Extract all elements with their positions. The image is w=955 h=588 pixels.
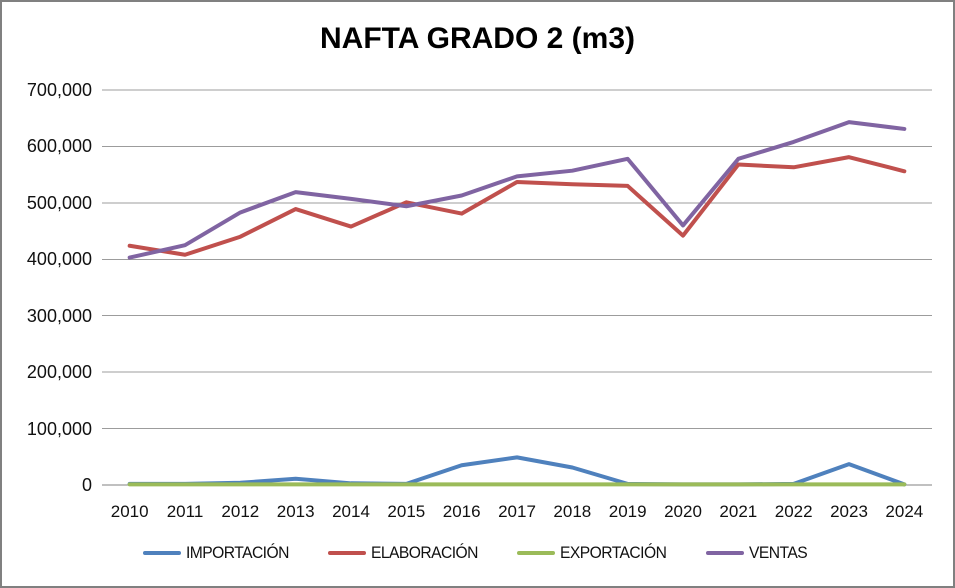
y-axis-tick-label: 200,000 xyxy=(26,362,92,383)
legend-item-elaboracion: ELABORACIÓN xyxy=(327,543,487,563)
legend-item-exportacion: EXPORTACIÓN xyxy=(517,543,676,563)
x-axis-tick-label: 2022 xyxy=(774,502,813,521)
x-axis-tick-label: 2010 xyxy=(110,502,149,521)
x-axis-tick-label: 2019 xyxy=(608,502,647,521)
legend-label-ventas: VENTAS xyxy=(748,543,808,562)
legend-label-importacion: IMPORTACIÓN xyxy=(186,543,289,562)
x-axis-tick-label: 2018 xyxy=(553,502,592,521)
y-axis-tick-label: 700,000 xyxy=(26,80,92,100)
legend-label-elaboracion: ELABORACIÓN xyxy=(370,543,478,562)
series-line-1 xyxy=(127,155,907,257)
legend-swatch-ventas-icon xyxy=(705,551,744,555)
x-axis-tick-label: 2017 xyxy=(498,502,536,521)
x-axis-tick-label: 2013 xyxy=(276,502,315,521)
x-axis-tick-label: 2015 xyxy=(387,502,426,521)
legend-swatch-elaboracion-icon xyxy=(327,551,366,555)
y-axis-tick-label: 500,000 xyxy=(26,192,92,213)
legend-label-exportacion: EXPORTACIÓN xyxy=(560,543,667,562)
series-line-3 xyxy=(127,120,907,260)
legend-item-ventas: VENTAS xyxy=(705,543,812,563)
x-axis-tick-label: 2011 xyxy=(166,502,204,521)
y-axis-tick-label: 600,000 xyxy=(26,136,92,157)
x-axis-tick-label: 2023 xyxy=(830,502,868,521)
x-axis-tick-label: 2020 xyxy=(664,502,702,521)
x-axis-tick-label: 2021 xyxy=(719,502,758,521)
y-axis-tick-label: 100,000 xyxy=(26,418,92,439)
series-line-0 xyxy=(127,455,907,487)
x-axis-tick-label: 2024 xyxy=(885,502,924,521)
y-axis-tick-label: 400,000 xyxy=(26,249,92,270)
x-axis-tick-label: 2016 xyxy=(442,502,481,521)
x-axis-tick-label: 2012 xyxy=(221,502,260,521)
y-axis-tick-label: 0 xyxy=(81,475,92,495)
legend: IMPORTACIÓN ELABORACIÓN EXPORTACIÓN VENT… xyxy=(2,543,953,563)
legend-item-importacion: IMPORTACIÓN xyxy=(143,543,298,563)
legend-swatch-exportacion-icon xyxy=(517,551,556,555)
x-axis-tick-label: 2014 xyxy=(332,502,370,521)
legend-swatch-importacion-icon xyxy=(143,551,182,555)
y-axis-tick-label: 300,000 xyxy=(26,305,92,326)
chart-title: NAFTA GRADO 2 (m3) xyxy=(320,22,635,55)
